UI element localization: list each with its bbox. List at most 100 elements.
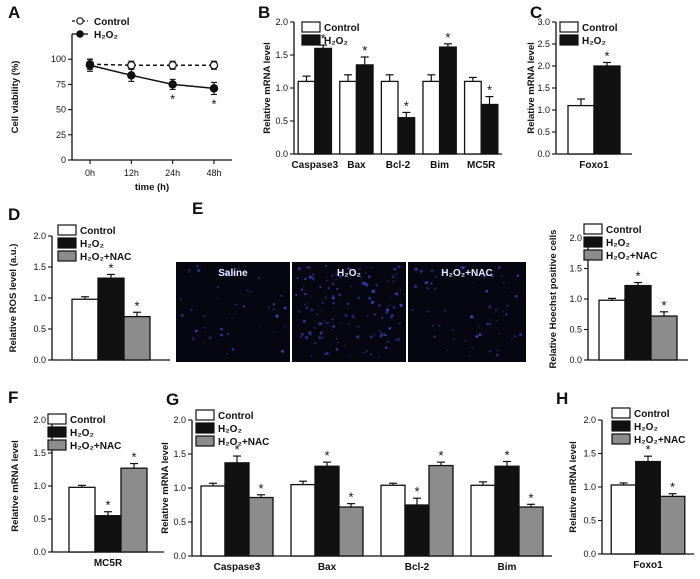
y-tick-label: 0.0 (537, 149, 550, 159)
nucleus-dot (373, 313, 376, 316)
panel-label: H (556, 389, 568, 408)
y-tick-label: 100 (51, 54, 66, 64)
panel-label: C (530, 3, 542, 22)
nucleus-dot (366, 315, 369, 317)
legend-label: Control (94, 17, 130, 28)
x-tick-label: Bcl-2 (386, 160, 411, 171)
nucleus-dot (413, 284, 418, 289)
panel-label: F (8, 388, 18, 407)
legend-swatch (195, 409, 215, 421)
y-tick-label: 0.5 (537, 127, 550, 137)
nucleus-dot (346, 302, 349, 305)
x-tick-label: Bim (498, 562, 517, 573)
legend-swatch (57, 250, 77, 262)
bar (94, 515, 122, 553)
nucleus-dot (322, 322, 324, 324)
nucleus-dot (513, 335, 516, 338)
significance-mark: * (445, 30, 450, 45)
nucleus-dot (388, 304, 390, 307)
significance-mark: * (404, 98, 409, 113)
nucleus-dot (430, 269, 434, 273)
significance-mark: * (661, 298, 666, 313)
nucleus-dot (331, 329, 333, 331)
nucleus-dot (359, 276, 362, 278)
nucleus-dot (302, 285, 305, 288)
nucleus-dot (411, 309, 414, 312)
panel-c: 0.0 0.5 1.0 1.5 2.0 2.5 3.0 Relative mRNA level… (526, 3, 632, 171)
significance-mark: * (348, 490, 353, 505)
significance-mark: * (438, 448, 443, 463)
nucleus-dot (310, 295, 313, 298)
legend-label: H₂O₂ (606, 238, 630, 249)
data-point (85, 60, 95, 70)
significance-mark: * (321, 31, 326, 46)
bar (438, 46, 457, 155)
y-axis-label: Relative ROS level (a.u.) (8, 244, 19, 353)
y-tick-label: 2.0 (569, 233, 582, 243)
nucleus-dot (208, 336, 212, 340)
nucleus-dot (383, 333, 386, 337)
legend-swatch (57, 224, 77, 236)
legend-swatch (583, 223, 603, 235)
nucleus-dot (310, 308, 314, 312)
bar (314, 465, 340, 557)
bar (380, 80, 399, 155)
nucleus-dot (489, 319, 491, 321)
nucleus-dot (475, 335, 479, 338)
bar (463, 80, 482, 155)
nucleus-dot (399, 265, 401, 268)
image-label: H₂O₂+NAC (441, 268, 492, 279)
nucleus-dot (308, 331, 312, 334)
nucleus-dot (297, 310, 301, 313)
y-tick-label: 0.5 (583, 516, 596, 526)
nucleus-dot (250, 291, 253, 293)
nucleus-dot (203, 341, 206, 344)
y-tick-label: 2.5 (537, 39, 550, 49)
nucleus-dot (370, 300, 374, 305)
nucleus-dot (195, 329, 198, 333)
nucleus-dot (483, 274, 487, 278)
nucleus-dot (433, 335, 436, 338)
nucleus-dot (335, 273, 338, 276)
y-tick-label: 1.0 (569, 294, 582, 304)
nucleus-dot (504, 313, 508, 316)
bar (120, 467, 148, 553)
panel-d: 0.0 0.5 1.0 1.5 2.0 Relative ROS level (a.u.)… (8, 205, 170, 365)
nucleus-dot (235, 304, 237, 306)
y-tick-label: 1.5 (569, 264, 582, 274)
y-tick-label: 1.5 (33, 448, 46, 458)
y-tick-label: 1.0 (275, 83, 288, 93)
nucleus-dot (389, 296, 392, 299)
nucleus-dot (351, 314, 355, 319)
nucleus-dot (464, 266, 466, 268)
nucleus-dot (347, 267, 350, 270)
nucleus-dot (477, 275, 479, 277)
panel-b: 0.0 0.5 1.0 1.5 2.0 Relative mRNA level B * Casp… (258, 3, 502, 171)
nucleus-dot (336, 288, 339, 290)
bar (397, 117, 416, 155)
nucleus-dot (299, 335, 303, 338)
significance-mark: * (324, 448, 329, 463)
nucleus-dot (326, 279, 328, 282)
bar (404, 504, 430, 557)
bar (494, 465, 520, 557)
nucleus-dot (367, 275, 371, 279)
bar (610, 484, 637, 555)
nucleus-dot (504, 291, 506, 293)
y-tick-label: 1.0 (33, 293, 46, 303)
x-axis-label: time (h) (135, 182, 169, 193)
nucleus-dot (369, 353, 373, 356)
nucleus-dot (331, 318, 334, 321)
nucleus-dot (427, 310, 430, 313)
nucleus-dot (321, 301, 324, 305)
legend-label: H₂O₂+NAC (218, 437, 269, 448)
nucleus-dot (320, 331, 323, 334)
data-point (168, 60, 177, 70)
nucleus-dot (324, 264, 328, 268)
nucleus-dot (318, 322, 322, 326)
nucleus-dot (514, 278, 517, 281)
nucleus-dot (330, 274, 334, 277)
nucleus-dot (470, 315, 474, 319)
nucleus-dot (433, 287, 437, 290)
nucleus-dot (384, 346, 388, 350)
